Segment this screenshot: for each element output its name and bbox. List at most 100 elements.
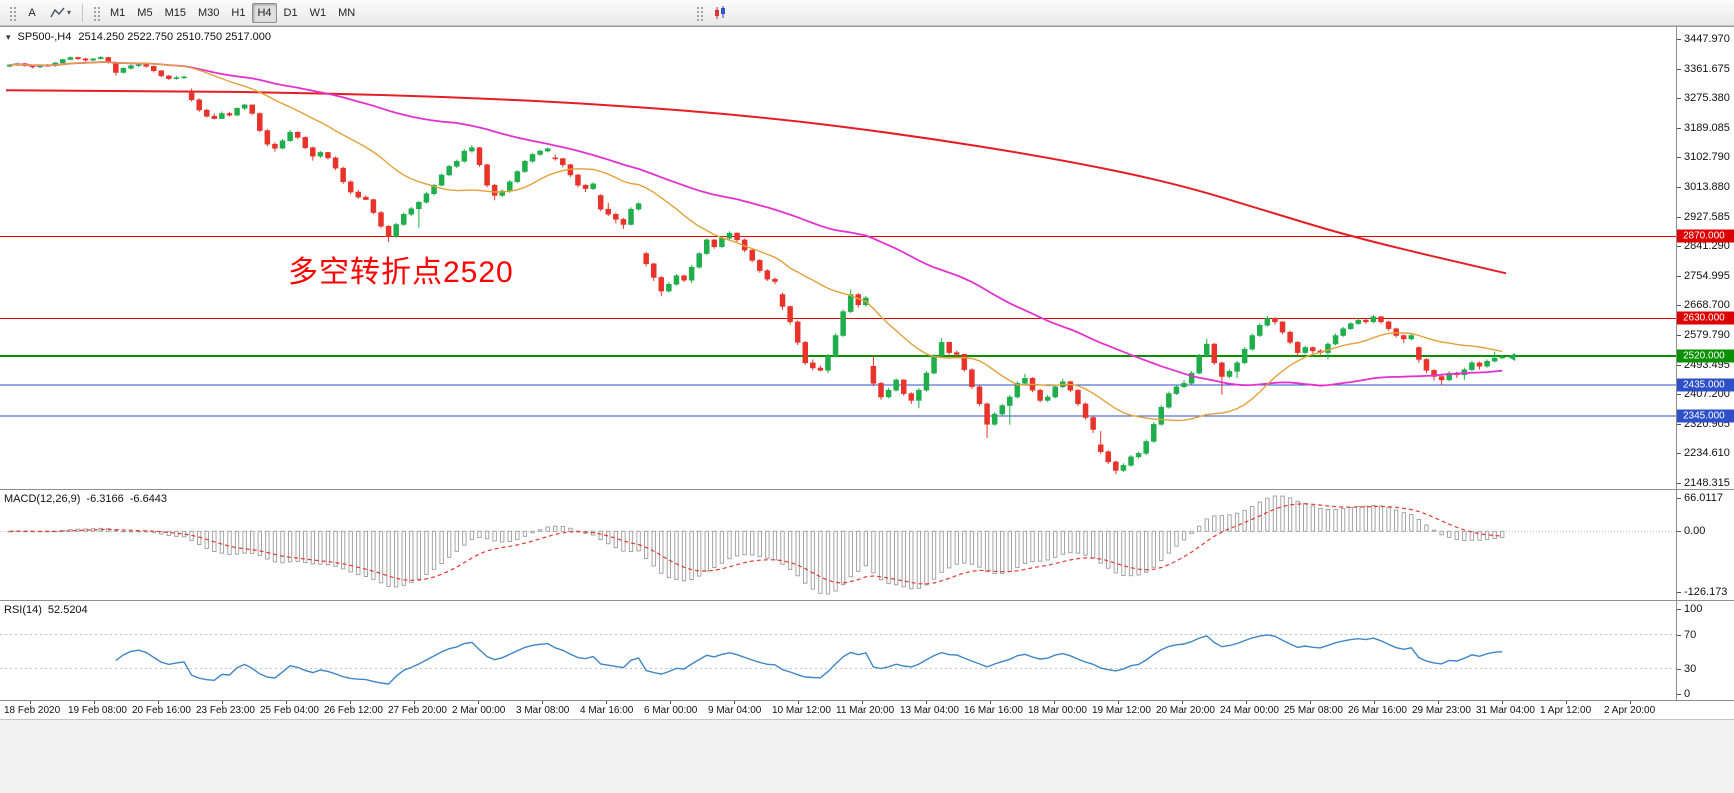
annotation-text[interactable]: 多空转折点2520 bbox=[288, 256, 514, 289]
macd-axis-tick bbox=[1677, 498, 1681, 499]
timeframe-button-D1[interactable]: D1 bbox=[279, 3, 303, 23]
price-axis-tick bbox=[1677, 246, 1681, 248]
macd-pane[interactable]: MACD(12,26,9) -6.3166 -6.6443 66.0117 0.0… bbox=[0, 489, 1734, 600]
time-axis-label: 25 Feb 04:00 bbox=[260, 705, 319, 716]
toolbar: A ▾ M1 M5 M15 M30 H1 H4 D1 W1 MN bbox=[0, 0, 1734, 26]
timeframe-button-M15[interactable]: M15 bbox=[160, 3, 191, 23]
rsi-pane[interactable]: RSI(14) 52.5204 100 70 30 0 bbox=[0, 600, 1734, 700]
price-axis-tick bbox=[1677, 216, 1681, 218]
macd-value-main: -6.3166 bbox=[86, 493, 124, 505]
time-axis-label: 31 Mar 04:00 bbox=[1476, 705, 1535, 716]
timeframe-button-H4[interactable]: H4 bbox=[252, 2, 277, 23]
macd-canvas[interactable] bbox=[0, 490, 1676, 600]
polyline-tool-button[interactable]: ▾ bbox=[45, 3, 76, 23]
price-level-badge: 2630.000 bbox=[1677, 311, 1734, 325]
time-axis-label: 29 Mar 23:00 bbox=[1412, 705, 1471, 716]
mini-chart-icon bbox=[715, 5, 726, 19]
time-axis-tick bbox=[862, 701, 863, 704]
timeframe-button-W1[interactable]: W1 bbox=[305, 3, 332, 23]
time-axis-tick bbox=[734, 701, 735, 704]
toolbar-grip-periods[interactable] bbox=[92, 4, 101, 21]
time-axis-label: 18 Feb 2020 bbox=[4, 705, 61, 716]
price-axis-label: 2927.585 bbox=[1684, 210, 1730, 223]
macd-axis[interactable]: 66.0117 0.00 -126.173 bbox=[1676, 490, 1734, 600]
time-axis-label: 19 Mar 12:00 bbox=[1092, 705, 1151, 716]
time-axis-label: 23 Feb 23:00 bbox=[196, 705, 255, 716]
price-axis-tick bbox=[1677, 127, 1681, 129]
time-axis-label: 2 Mar 00:00 bbox=[452, 705, 506, 716]
time-axis-tick bbox=[1502, 701, 1503, 704]
price-level-badge: 2435.000 bbox=[1677, 378, 1734, 392]
time-axis-tick bbox=[94, 701, 95, 704]
rsi-axis-tick bbox=[1677, 668, 1681, 670]
time-axis-label: 26 Feb 12:00 bbox=[324, 705, 383, 716]
time-axis-tick bbox=[1182, 701, 1183, 704]
time-axis-tick bbox=[286, 701, 287, 704]
price-axis-tick bbox=[1677, 68, 1681, 70]
polyline-icon bbox=[50, 7, 65, 18]
price-axis-label: 3102.790 bbox=[1684, 151, 1730, 164]
price-axis-label: 2579.790 bbox=[1684, 329, 1730, 341]
time-axis-label: 24 Mar 00:00 bbox=[1220, 705, 1279, 716]
time-axis-label: 10 Mar 12:00 bbox=[772, 705, 831, 716]
toolbar-grip-charts[interactable] bbox=[695, 4, 704, 21]
time-axis-label: 16 Mar 16:00 bbox=[964, 705, 1023, 716]
timeframe-button-MN[interactable]: MN bbox=[333, 3, 360, 23]
rsi-axis-label: 100 bbox=[1684, 603, 1703, 615]
macd-axis-label: 66.0117 bbox=[1684, 492, 1723, 504]
time-axis-label: 20 Mar 20:00 bbox=[1156, 705, 1215, 716]
rsi-axis[interactable]: 100 70 30 0 bbox=[1676, 601, 1734, 700]
text-tool-button[interactable]: A bbox=[21, 3, 43, 23]
time-axis-tick bbox=[926, 701, 927, 704]
time-axis-label: 18 Mar 00:00 bbox=[1028, 705, 1087, 716]
time-axis-label: 19 Feb 08:00 bbox=[68, 705, 127, 716]
timeframe-button-M30[interactable]: M30 bbox=[193, 3, 224, 23]
price-chart-canvas[interactable] bbox=[0, 27, 1676, 489]
mini-chart-button[interactable] bbox=[708, 3, 733, 23]
time-axis-tick bbox=[478, 701, 479, 704]
one-click-trading-arrow-icon[interactable]: ▾ bbox=[6, 31, 11, 42]
time-axis-tick bbox=[1310, 701, 1311, 704]
dropdown-caret-icon[interactable]: ▾ bbox=[67, 8, 72, 17]
time-axis-label: 11 Mar 20:00 bbox=[836, 705, 895, 716]
time-axis-tick bbox=[30, 701, 31, 704]
rsi-value: 52.5204 bbox=[47, 604, 88, 616]
time-axis-tick bbox=[1374, 701, 1375, 704]
price-axis-label: 2841.290 bbox=[1684, 240, 1730, 253]
time-axis-label: 9 Mar 04:00 bbox=[708, 705, 762, 716]
price-axis-tick bbox=[1677, 423, 1681, 425]
time-axis-tick bbox=[1054, 701, 1055, 704]
price-level-badge: 2870.000 bbox=[1677, 229, 1734, 243]
chart-title: ▾ SP500-,H4 2514.250 2522.750 2510.750 2… bbox=[6, 31, 271, 43]
time-axis-tick bbox=[990, 701, 991, 704]
rsi-canvas[interactable] bbox=[0, 601, 1676, 700]
chart-ohlc-values: 2514.250 2522.750 2510.750 2517.000 bbox=[78, 31, 272, 43]
toolbar-separator bbox=[82, 3, 84, 22]
macd-axis-tick bbox=[1677, 531, 1681, 533]
macd-title: MACD(12,26,9) -6.3166 -6.6443 bbox=[4, 493, 167, 505]
rsi-axis-tick bbox=[1677, 694, 1681, 695]
price-axis-tick bbox=[1677, 187, 1681, 188]
main-chart-pane[interactable]: ▾ SP500-,H4 2514.250 2522.750 2510.750 2… bbox=[0, 27, 1734, 489]
timeframe-button-M5[interactable]: M5 bbox=[132, 3, 157, 23]
time-axis[interactable]: 18 Feb 2020 19 Feb 08:00 20 Feb 16:00 23 Fe… bbox=[0, 700, 1734, 719]
rsi-axis-tick bbox=[1677, 634, 1681, 636]
timeframe-button-H1[interactable]: H1 bbox=[226, 3, 250, 23]
time-axis-tick bbox=[542, 701, 543, 704]
time-axis-tick bbox=[1438, 701, 1439, 704]
price-axis-label: 3275.380 bbox=[1684, 92, 1730, 105]
price-axis[interactable]: 3447.970 3361.675 3275.380 3189.085 3102.790… bbox=[1676, 27, 1734, 489]
price-axis-label: 3447.970 bbox=[1684, 33, 1730, 45]
timeframe-button-M1[interactable]: M1 bbox=[105, 3, 130, 23]
macd-name: MACD(12,26,9) bbox=[4, 493, 81, 505]
timeframe-toolbar: M1 M5 M15 M30 H1 H4 D1 W1 MN bbox=[104, 2, 361, 23]
price-axis-label: 2668.700 bbox=[1684, 299, 1730, 312]
price-axis-tick bbox=[1677, 305, 1681, 307]
toolbar-grip[interactable] bbox=[8, 4, 16, 21]
time-axis-label: 2 Apr 20:00 bbox=[1604, 705, 1656, 716]
time-axis-tick bbox=[798, 701, 799, 704]
price-axis-tick bbox=[1677, 394, 1681, 396]
time-axis-tick bbox=[222, 701, 223, 704]
time-axis-label: 3 Mar 08:00 bbox=[516, 705, 570, 716]
time-axis-label: 25 Mar 08:00 bbox=[1284, 705, 1343, 716]
